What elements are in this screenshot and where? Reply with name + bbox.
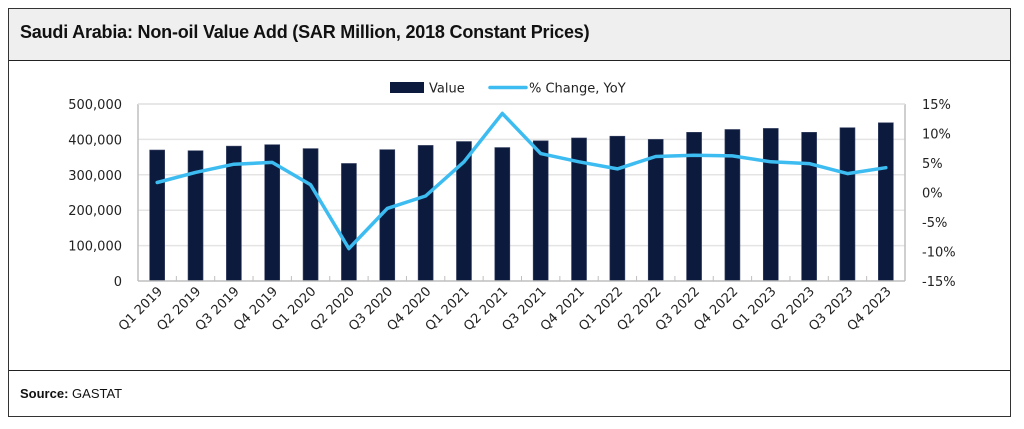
y-left-tick-label: 500,000 — [68, 98, 122, 113]
y-left-tick-label: 0 — [114, 275, 122, 290]
y-right-tick-label: 5% — [922, 157, 943, 172]
bar — [647, 139, 664, 282]
y-left-tick-labels: 0 100,000 200,000 300,000 400,000 500,000 — [68, 98, 122, 290]
source-note: Source: GASTAT — [20, 386, 122, 401]
y-left-tick-label: 400,000 — [68, 133, 122, 148]
bar — [149, 149, 165, 282]
bar — [609, 135, 626, 282]
bar — [532, 140, 549, 282]
y-right-tick-label: -15% — [922, 275, 956, 290]
y-right-tick-labels: -15% -10% -5% 0% 5% 10% 15% — [922, 98, 956, 290]
source-label: Source: — [20, 386, 69, 401]
bar — [762, 128, 779, 282]
chart-title: Saudi Arabia: Non-oil Value Add (SAR Mil… — [20, 22, 590, 42]
y-left-tick-label: 100,000 — [68, 240, 122, 255]
y-left-tick-label: 200,000 — [68, 204, 122, 219]
legend-swatch-value — [390, 82, 424, 93]
title-band: Saudi Arabia: Non-oil Value Add (SAR Mil… — [9, 9, 1010, 61]
yoy-line — [155, 111, 888, 251]
line-series — [155, 111, 888, 251]
y-right-tick-label: 0% — [922, 187, 943, 202]
footer: Source: GASTAT — [9, 370, 1010, 416]
gridlines — [138, 103, 905, 247]
y-right-tick-label: -10% — [922, 246, 956, 261]
bar — [878, 122, 894, 282]
source-value: GASTAT — [72, 386, 123, 401]
bar — [494, 147, 511, 282]
bar — [302, 148, 319, 282]
bar — [839, 127, 856, 282]
legend-label-value: Value — [429, 82, 465, 97]
y-right-tick-label: 15% — [922, 98, 951, 113]
y-right-tick-label: -5% — [922, 216, 947, 231]
bar-series — [149, 122, 894, 282]
bar — [341, 163, 357, 282]
bar — [801, 132, 817, 282]
bar — [417, 145, 434, 282]
bar — [724, 129, 741, 282]
legend: Value % Change, YoY — [390, 82, 626, 97]
axes — [137, 103, 906, 282]
y-right-tick-label: 10% — [922, 128, 951, 143]
legend-label-yoy: % Change, YoY — [529, 82, 626, 97]
y-left-tick-label: 300,000 — [68, 169, 122, 184]
